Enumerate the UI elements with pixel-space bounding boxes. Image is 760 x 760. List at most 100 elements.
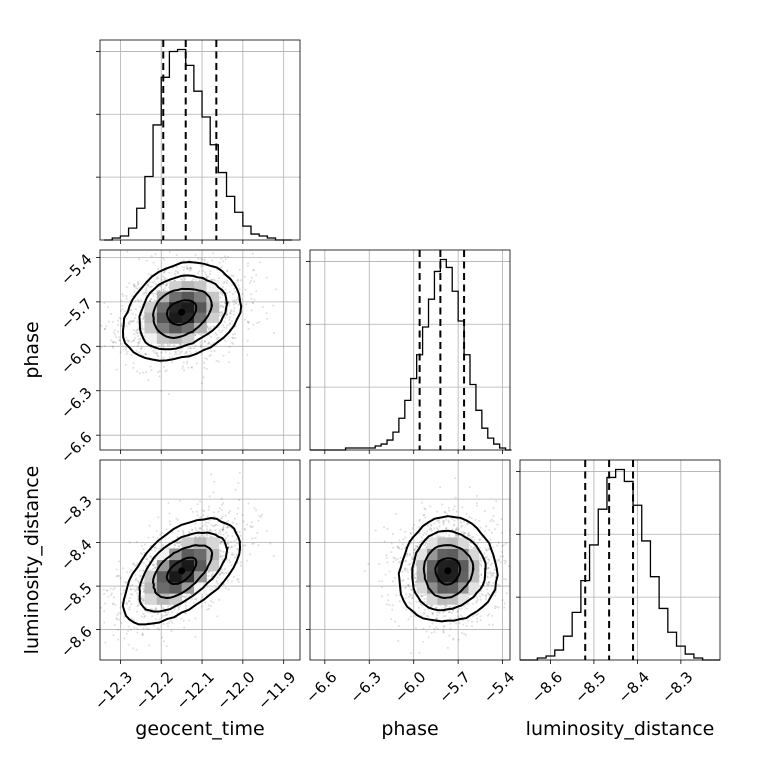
sample-point bbox=[233, 556, 236, 559]
sample-point bbox=[130, 354, 133, 357]
sample-point bbox=[416, 546, 420, 549]
sample-point bbox=[204, 523, 207, 526]
sample-point bbox=[162, 288, 165, 291]
sample-point bbox=[214, 586, 217, 589]
sample-point bbox=[140, 553, 143, 556]
sample-point bbox=[145, 292, 148, 295]
sample-point bbox=[419, 603, 422, 606]
sample-point bbox=[437, 520, 440, 523]
sample-point bbox=[179, 541, 182, 544]
density-cell bbox=[194, 301, 207, 313]
sample-point bbox=[133, 316, 136, 319]
sample-point bbox=[423, 611, 426, 614]
sample-point bbox=[158, 344, 161, 348]
density-cell bbox=[156, 548, 170, 561]
sample-point bbox=[228, 546, 231, 549]
sample-point bbox=[404, 559, 407, 562]
sample-point bbox=[486, 614, 490, 617]
sample-point bbox=[194, 333, 197, 336]
sample-point bbox=[404, 560, 407, 563]
sample-point bbox=[176, 541, 179, 544]
sample-point bbox=[126, 571, 129, 574]
sample-point bbox=[443, 625, 446, 628]
sample-point bbox=[174, 270, 177, 273]
sample-point bbox=[468, 533, 471, 537]
sample-point bbox=[172, 546, 176, 550]
sample-point bbox=[190, 528, 194, 531]
sample-point bbox=[383, 526, 386, 529]
sample-point bbox=[139, 305, 142, 308]
sample-point bbox=[321, 321, 323, 323]
sample-point bbox=[426, 524, 429, 528]
sample-point bbox=[200, 596, 204, 599]
sample-point bbox=[442, 523, 445, 526]
sample-point bbox=[112, 602, 115, 605]
sample-point bbox=[152, 294, 155, 298]
sample-point bbox=[136, 299, 139, 302]
sample-point bbox=[131, 312, 134, 315]
sample-point bbox=[392, 556, 395, 559]
sample-point bbox=[170, 619, 173, 623]
sample-point bbox=[448, 606, 451, 609]
sample-point bbox=[141, 313, 144, 316]
sample-point bbox=[208, 534, 211, 538]
sample-point bbox=[164, 351, 167, 354]
sample-point bbox=[145, 289, 148, 292]
x-tick-label-luminosity_distance: −8.3 bbox=[658, 668, 696, 706]
sample-point bbox=[217, 360, 220, 363]
sample-point bbox=[486, 558, 489, 561]
sample-point bbox=[153, 549, 156, 552]
sample-point bbox=[141, 327, 144, 330]
sample-point bbox=[444, 527, 447, 530]
sample-point bbox=[219, 296, 222, 299]
sample-point bbox=[120, 593, 123, 596]
density-cell bbox=[437, 593, 449, 605]
sample-point bbox=[161, 636, 164, 639]
sample-point bbox=[142, 547, 145, 551]
sample-point bbox=[243, 528, 246, 532]
sample-point bbox=[115, 368, 118, 371]
sample-point bbox=[218, 573, 221, 576]
sample-point bbox=[423, 513, 426, 517]
sample-point bbox=[130, 321, 133, 324]
sample-point bbox=[205, 521, 208, 524]
sample-point bbox=[233, 544, 236, 547]
sample-point bbox=[231, 336, 234, 339]
sample-point bbox=[165, 369, 168, 372]
sample-point bbox=[397, 624, 400, 627]
sample-point bbox=[194, 344, 197, 347]
sample-point bbox=[164, 287, 167, 290]
sample-point bbox=[162, 288, 165, 291]
sample-point bbox=[140, 574, 143, 577]
sample-point bbox=[177, 545, 180, 548]
sample-point bbox=[208, 342, 211, 345]
sample-point bbox=[488, 593, 491, 596]
sample-point bbox=[176, 536, 179, 539]
sample-point bbox=[185, 601, 188, 604]
sample-point bbox=[253, 298, 256, 301]
density-cell bbox=[144, 570, 158, 583]
sample-point bbox=[190, 347, 193, 350]
sample-point bbox=[156, 371, 160, 374]
sample-point bbox=[393, 556, 396, 559]
sample-point bbox=[436, 614, 439, 617]
sample-point bbox=[220, 265, 224, 268]
sample-point bbox=[406, 553, 409, 556]
sample-point bbox=[205, 593, 208, 596]
sample-point bbox=[127, 599, 131, 602]
sample-point bbox=[431, 612, 435, 615]
sample-point bbox=[172, 266, 175, 269]
sample-point bbox=[151, 564, 155, 567]
sample-point bbox=[456, 534, 459, 537]
sample-point bbox=[229, 321, 232, 324]
sample-point bbox=[501, 531, 504, 534]
sample-point bbox=[380, 580, 384, 583]
sample-point bbox=[163, 278, 166, 281]
sample-point bbox=[152, 292, 155, 295]
sample-point bbox=[136, 321, 139, 324]
sample-point bbox=[167, 501, 170, 505]
sample-point bbox=[225, 526, 228, 529]
sample-point bbox=[237, 284, 240, 287]
density-cell bbox=[194, 291, 207, 303]
sample-point bbox=[200, 257, 203, 260]
